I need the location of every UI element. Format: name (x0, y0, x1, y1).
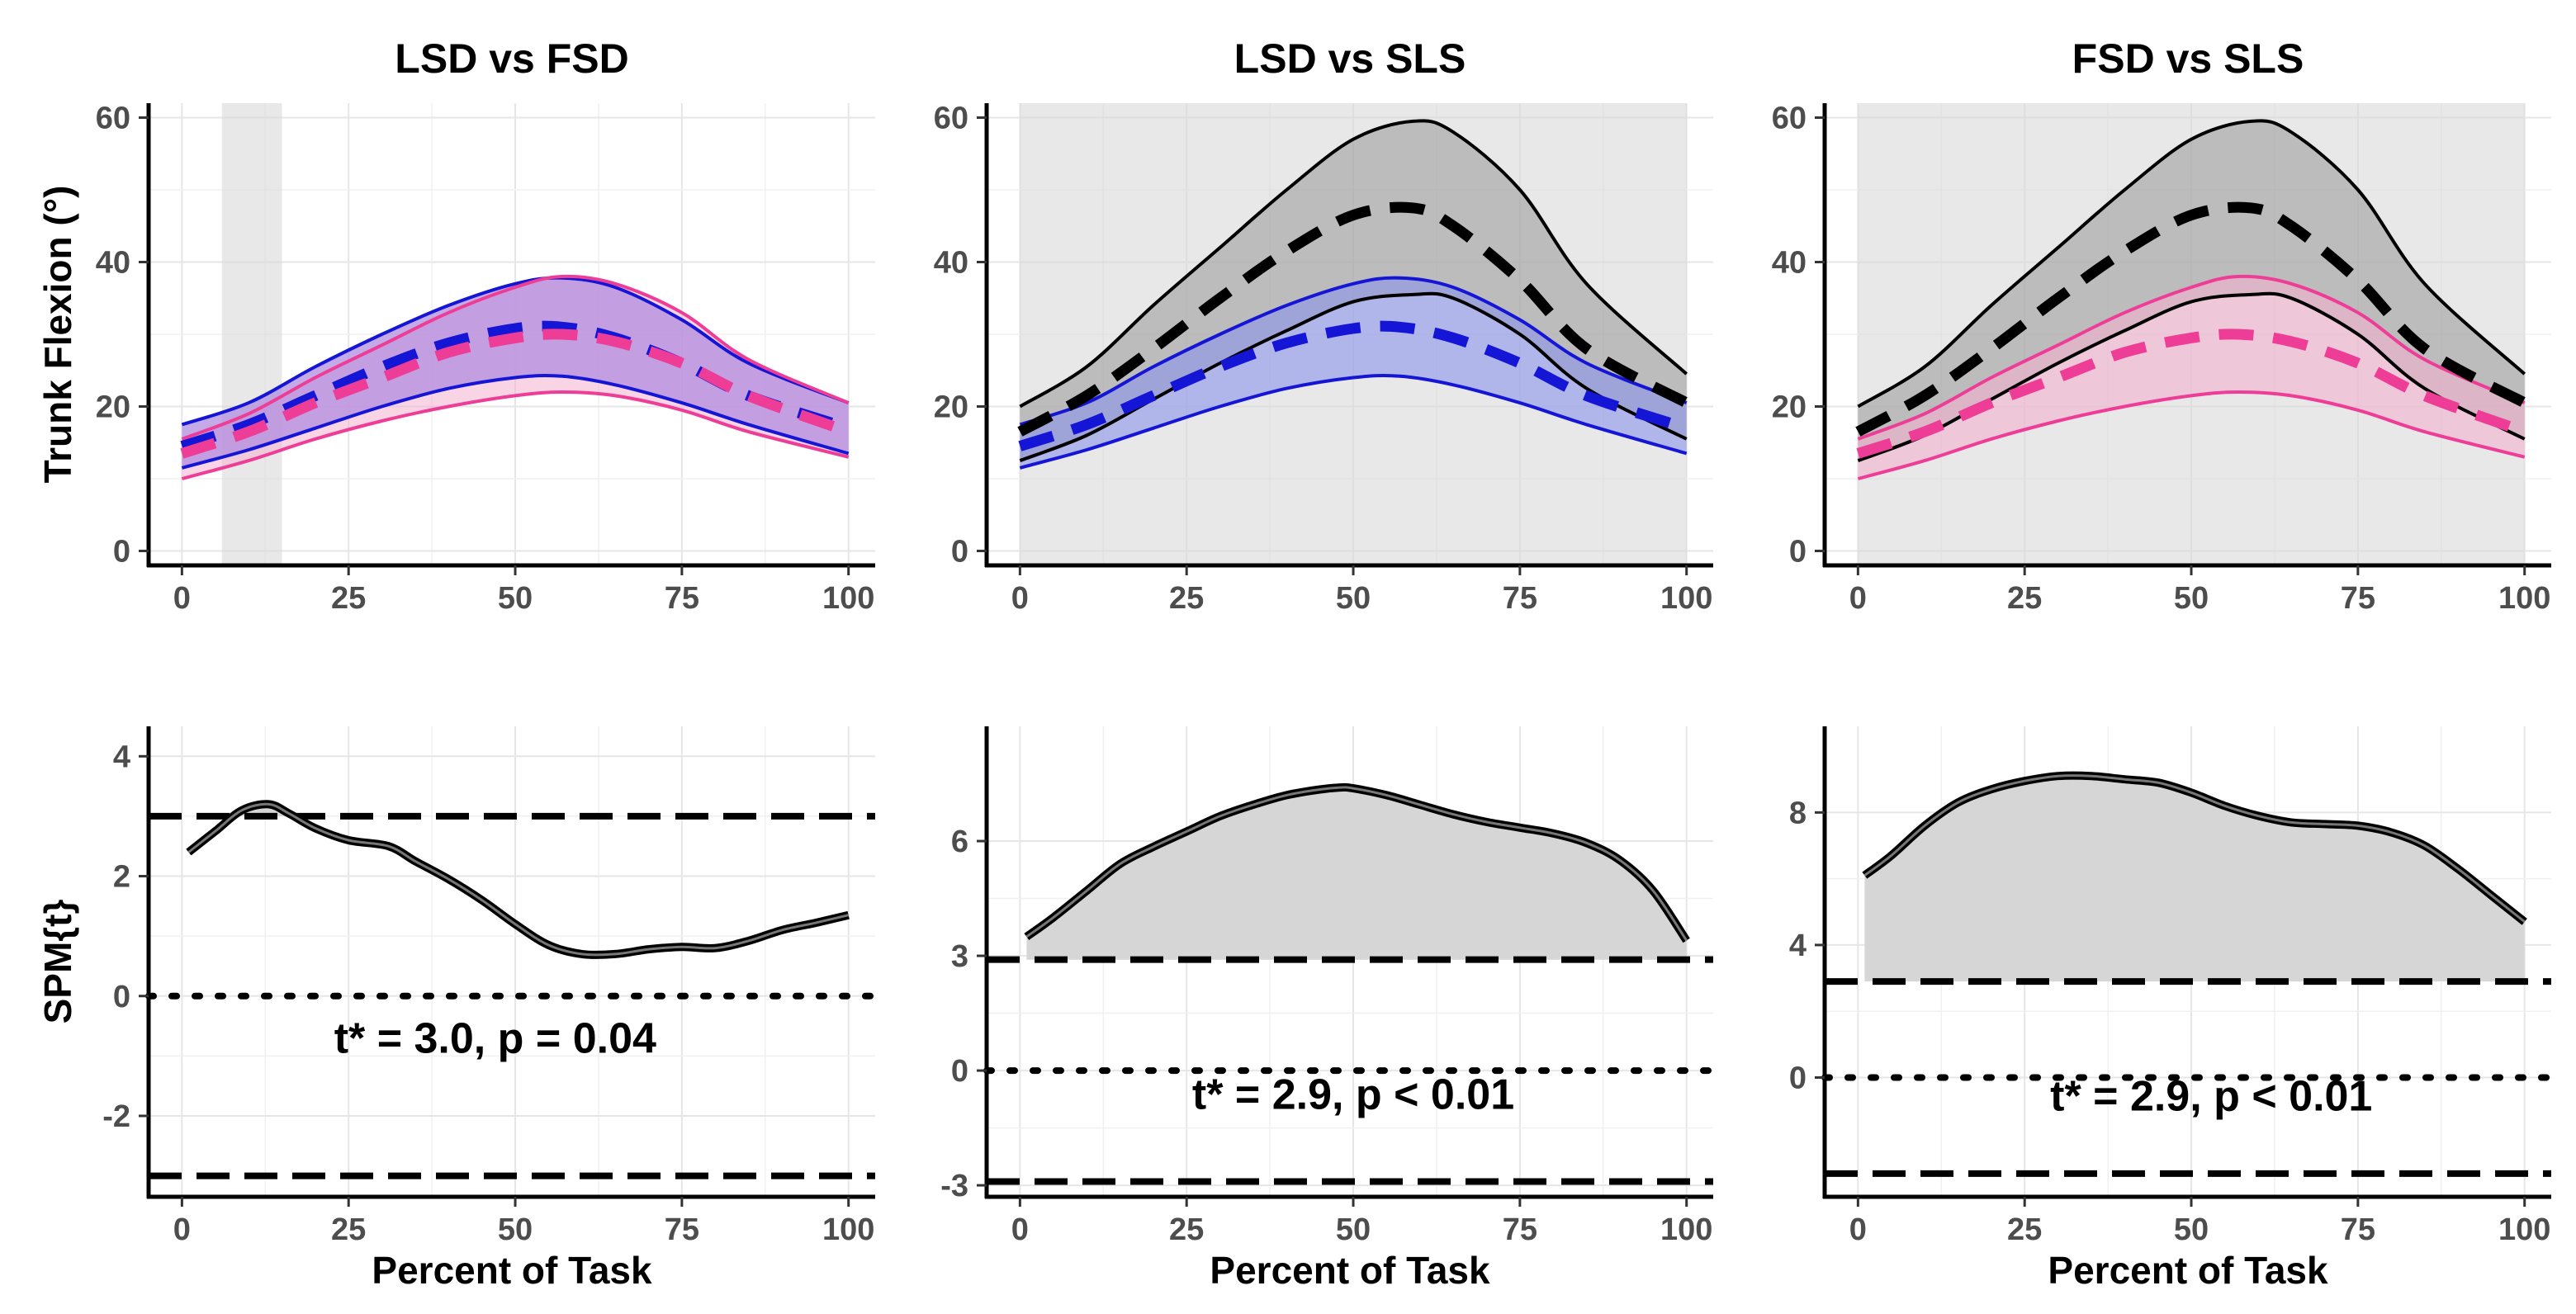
trunk-panel-x-tick-label: 25 (331, 581, 366, 616)
mean-line-lsd (1018, 320, 1688, 451)
trunk-panel-y-tick-label: 60 (1772, 102, 1807, 136)
spm-panel-x-tick-label: 25 (2007, 1212, 2042, 1247)
spm-panel-2: 0 25 50 75 100 -3 0 3 6 t* = 2.9, p < 0.01 Percent… (940, 726, 1717, 1292)
panel-title: LSD vs SLS (1234, 35, 1466, 82)
lower-bound-line-fsd (181, 390, 850, 480)
spm-panel-x-tick-label: 0 (1849, 1212, 1867, 1247)
trunk-panel-x-tick-label: 25 (2007, 581, 2042, 616)
trunk-panel-x-tick-label: 75 (1503, 581, 1537, 616)
trunk-panel-x-tick-label: 100 (1660, 581, 1712, 616)
spm-t-curve-highlight (1025, 786, 1688, 942)
trunk-panel-x-tick-label: 50 (2174, 581, 2209, 616)
trunk-panel-y-tick-label: 60 (96, 102, 130, 136)
spm-panel-x-tick-label: 75 (665, 1212, 699, 1247)
x-axis-label: Percent of Task (372, 1249, 652, 1292)
spm-panel-y-tick-label: 6 (951, 825, 968, 859)
spm-panel-y-tick-label: -3 (940, 1169, 968, 1203)
upper-bound-line-fsd (1857, 274, 2526, 441)
trunk-panel-y-tick-label: 40 (1772, 246, 1807, 281)
spm-annotation: t* = 2.9, p < 0.01 (2050, 1073, 2372, 1121)
spm-panel-y-tick-label: 3 (951, 939, 968, 974)
trunk-panel-y-tick-label: 20 (1772, 390, 1807, 425)
spm-panel-x-tick-label: 75 (1503, 1212, 1537, 1247)
spm-panel-y-tick-label: 0 (1789, 1061, 1807, 1095)
trunk-panel-x-tick-label: 0 (173, 581, 191, 616)
spm-panel-y-tick-label: 4 (1789, 929, 1807, 963)
trunk-panel-x-tick-label: 50 (1336, 581, 1371, 616)
spm-panel-y-tick-label: -2 (102, 1099, 130, 1134)
upper-bound-line-sls (1857, 119, 2526, 409)
trunk-flexion-panel-2: 0 25 50 75 100 0 20 40 60 LSD vs SLS (934, 35, 1713, 616)
spm-t-curve-highlight (187, 802, 850, 957)
spm-annotation: t* = 3.0, p = 0.04 (334, 1015, 656, 1063)
spm-t-curve-highlight (1863, 774, 2526, 923)
trunk-panel-y-tick-label: 20 (934, 390, 968, 425)
spm-annotation: t* = 2.9, p < 0.01 (1192, 1071, 1514, 1118)
lower-bound-line-lsd (181, 374, 850, 470)
mean-line-fsd (1856, 328, 2526, 459)
spm-panel-3: 0 25 50 75 100 0 4 8 t* = 2.9, p < 0.01 Percent o… (1789, 726, 2555, 1292)
band-lsd (1020, 277, 1687, 468)
upper-bound-line-sls (1019, 119, 1688, 409)
x-axis-label: Percent of Task (1210, 1249, 1490, 1292)
spm-panel-x-tick-label: 0 (173, 1212, 191, 1247)
trunk-panel-x-tick-label: 75 (2341, 581, 2375, 616)
trunk-panel-y-tick-label: 40 (934, 246, 968, 281)
spm-panel-x-tick-label: 100 (1660, 1212, 1712, 1247)
spm-panel-x-tick-label: 50 (498, 1212, 533, 1247)
trunk-panel-x-tick-label: 75 (665, 581, 699, 616)
spm-panel-x-tick-label: 0 (1011, 1212, 1029, 1247)
spm-panel-x-tick-label: 75 (2341, 1212, 2375, 1247)
trunk-panel-x-tick-label: 100 (822, 581, 874, 616)
upper-bound-line-lsd (1019, 276, 1688, 427)
trunk-flexion-panel-3: 0 25 50 75 100 0 20 40 60 FSD vs SLS (1772, 35, 2551, 616)
spm-panel-x-tick-label: 50 (2174, 1212, 2209, 1247)
spm-panel-y-tick-label: 0 (951, 1054, 968, 1089)
trunk-panel-y-tick-label: 0 (113, 535, 130, 570)
spm-panel-1: 0 25 50 75 100 -2 0 2 4 t* = 3.0, p = 0.04 Percent… (36, 726, 878, 1292)
upper-bound-line-lsd (181, 276, 850, 427)
panel-title: LSD vs FSD (395, 35, 628, 82)
band-lsd (182, 277, 849, 468)
upper-bound-line-fsd (181, 274, 850, 441)
y-axis-label: Trunk Flexion (°) (36, 186, 79, 484)
significant-region (221, 103, 282, 565)
trunk-panel-x-tick-label: 0 (1011, 581, 1029, 616)
trunk-panel-x-tick-label: 0 (1849, 581, 1867, 616)
trunk-flexion-panel-1: 0 25 50 75 100 0 20 40 60 LSD vs FSD Trunk Flexion… (36, 35, 875, 616)
lower-bound-line-fsd (1857, 390, 2526, 480)
spm-panel-x-tick-label: 25 (331, 1212, 366, 1247)
spm-panel-x-tick-label: 100 (2498, 1212, 2550, 1247)
trunk-panel-y-tick-label: 20 (96, 390, 130, 425)
trunk-panel-y-tick-label: 40 (96, 246, 130, 281)
mean-line-fsd (180, 328, 850, 459)
trunk-panel-y-tick-label: 0 (951, 535, 968, 570)
y-axis-label: SPM{t} (36, 900, 79, 1024)
trunk-panel-x-tick-label: 50 (498, 581, 533, 616)
trunk-panel-x-tick-label: 25 (1169, 581, 1204, 616)
spm-panel-x-tick-label: 100 (822, 1212, 874, 1247)
spm-panel-y-tick-label: 4 (113, 740, 130, 774)
x-axis-label: Percent of Task (2048, 1249, 2328, 1292)
spm-panel-x-tick-label: 50 (1336, 1212, 1371, 1247)
panel-title: FSD vs SLS (2072, 35, 2304, 82)
lower-bound-line-sls (1019, 291, 1688, 462)
mean-line-sls (1017, 201, 1689, 437)
spm-panel-x-tick-label: 25 (1169, 1212, 1204, 1247)
spm-panel-y-tick-label: 0 (113, 980, 130, 1014)
trunk-panel-y-tick-label: 60 (934, 102, 968, 136)
lower-bound-line-lsd (1019, 374, 1688, 470)
mean-line-sls (1855, 201, 2527, 437)
trunk-panel-y-tick-label: 0 (1789, 535, 1807, 570)
trunk-panel-x-tick-label: 100 (2498, 581, 2550, 616)
spm-panel-y-tick-label: 2 (113, 860, 130, 895)
spm-panel-y-tick-label: 8 (1789, 796, 1807, 830)
